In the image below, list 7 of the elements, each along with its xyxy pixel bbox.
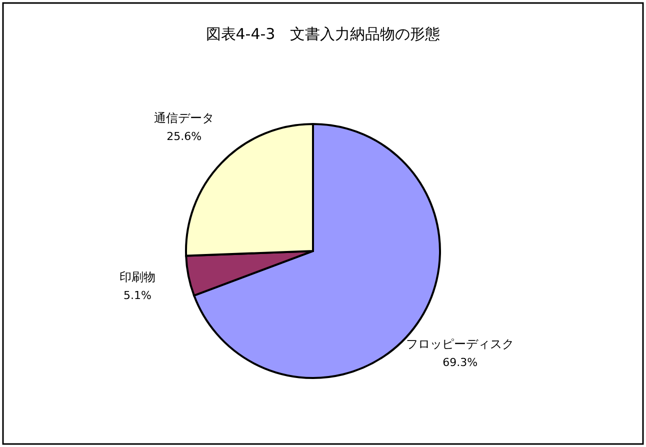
data-label: 5.1% xyxy=(124,289,152,302)
chart-title: 図表4-4-3 文書入力納品物の形態 xyxy=(206,25,440,43)
slice-label: フロッピーディスク xyxy=(406,337,514,352)
data-label: 69.3% xyxy=(442,356,478,370)
data-label: 25.6% xyxy=(166,130,202,143)
slice-label: 印刷物 xyxy=(119,270,156,284)
slice-label: 通信データ xyxy=(154,110,214,125)
